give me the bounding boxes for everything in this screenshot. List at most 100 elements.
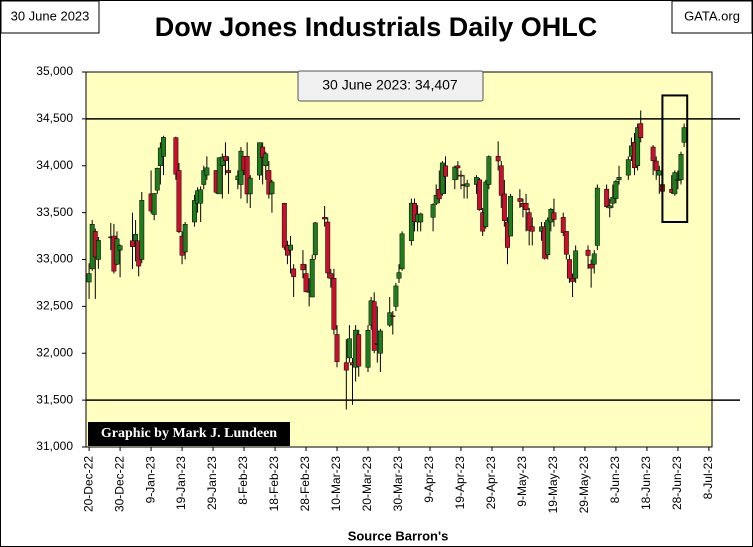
candle-body <box>563 231 569 255</box>
candle-body <box>371 301 377 351</box>
x-tick-label: 18-Feb-23 <box>267 456 281 512</box>
candle-body <box>455 165 461 169</box>
candle-body <box>204 167 210 176</box>
candle-body <box>322 217 328 220</box>
x-tick-label: 29-Apr-23 <box>484 456 498 510</box>
candle-body <box>300 263 306 271</box>
candle-body <box>418 213 424 223</box>
candle-body <box>529 226 535 232</box>
candle-body <box>610 196 616 204</box>
candle-body <box>219 156 225 166</box>
candle-body <box>678 154 684 181</box>
candle-body <box>309 258 315 298</box>
site-box <box>671 0 753 34</box>
candle-body <box>157 147 163 166</box>
candle-body <box>570 278 575 282</box>
x-tick-label: 9-Apr-23 <box>422 456 436 503</box>
x-tick-label: 9-May-23 <box>515 456 529 507</box>
candle-body <box>607 205 613 209</box>
candle-body <box>182 224 188 253</box>
candle-body <box>517 198 523 202</box>
candle-body <box>604 188 610 207</box>
candle-body <box>133 233 139 241</box>
y-tick-label: 32,500 <box>36 299 73 313</box>
candle-body <box>483 181 489 227</box>
candle-body <box>672 172 678 195</box>
candle-body <box>356 334 362 367</box>
candle-body <box>257 142 262 176</box>
candle-body <box>439 162 445 195</box>
credit: Graphic by Mark J. Lundeen <box>101 426 277 441</box>
candle-body <box>176 170 182 232</box>
candle-body <box>288 244 293 251</box>
candle-body <box>312 222 318 256</box>
y-tick-label: 33,000 <box>36 252 73 266</box>
candle-body <box>613 181 619 199</box>
candle-body <box>365 330 371 368</box>
x-tick-label: 8-Jun-23 <box>608 456 622 504</box>
candle-body <box>269 181 275 195</box>
candle-body <box>95 240 101 260</box>
x-tick-label: 28-Jun-23 <box>670 456 684 510</box>
annotation-box <box>297 70 484 102</box>
candle-body <box>281 203 287 248</box>
candle-body <box>399 233 405 270</box>
candle-body <box>346 338 352 359</box>
candle-body <box>114 238 120 265</box>
candle-body <box>508 195 514 237</box>
highlight-box <box>661 94 689 223</box>
x-tick-label: 8-Feb-23 <box>236 456 250 505</box>
x-tick-label: 19-Jan-23 <box>174 456 188 510</box>
candle-body <box>588 263 594 269</box>
candle-body <box>192 200 197 223</box>
candle-body <box>430 204 436 218</box>
x-tick-label: 20-Dec-22 <box>81 456 95 512</box>
candle-body <box>201 170 207 185</box>
x-tick-label: 19-Apr-23 <box>453 456 467 510</box>
candle-body <box>523 203 529 210</box>
candle-body <box>334 334 340 362</box>
candle-body <box>343 362 349 371</box>
candle-body <box>396 272 402 279</box>
candle-body <box>486 156 492 185</box>
candle-body <box>244 156 250 195</box>
candle-body <box>198 189 204 204</box>
x-tick-label: 29-May-23 <box>577 456 591 514</box>
candle-body <box>458 174 464 177</box>
x-tick-label: 19-May-23 <box>546 456 560 514</box>
credit-box <box>88 422 290 446</box>
candle-body <box>86 273 92 283</box>
y-tick-label: 34,000 <box>36 158 73 172</box>
y-tick-label: 34,500 <box>36 111 73 125</box>
candle-body <box>387 312 393 326</box>
candle-body <box>653 160 659 171</box>
x-tick-label: 28-Feb-23 <box>298 456 312 512</box>
candle-body <box>331 278 337 330</box>
candle-body <box>377 330 383 354</box>
candle-body <box>545 219 551 256</box>
candle-body <box>656 170 662 176</box>
candle-body <box>216 157 222 195</box>
candle-body <box>681 127 687 143</box>
candle-body <box>616 177 622 181</box>
candle-body <box>130 240 135 247</box>
chart-title: Dow Jones Industrials Daily OHLC <box>155 12 598 42</box>
candle-body <box>495 156 501 162</box>
x-tick-label: 10-Mar-23 <box>329 456 343 512</box>
y-tick-label: 31,500 <box>36 392 73 406</box>
candle-body <box>594 187 600 246</box>
plot-area <box>85 71 713 448</box>
candle-body <box>117 245 123 251</box>
candle-body <box>390 315 396 317</box>
x-tick-label: 29-Jan-23 <box>205 456 219 510</box>
y-tick-label: 35,000 <box>36 64 73 78</box>
candle-body <box>650 146 656 162</box>
candle-body <box>498 165 504 196</box>
candle-body <box>328 273 334 279</box>
candle-body <box>139 200 145 260</box>
candle-body <box>452 166 458 181</box>
candle-body <box>325 221 331 274</box>
candle-body <box>585 249 591 256</box>
